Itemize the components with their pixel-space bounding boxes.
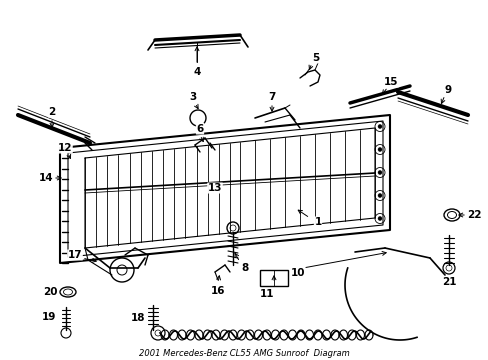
Bar bbox=[260, 270, 287, 286]
Text: 11: 11 bbox=[259, 289, 274, 299]
Text: 4: 4 bbox=[193, 67, 200, 77]
Text: 8: 8 bbox=[241, 263, 248, 273]
Text: 5: 5 bbox=[312, 53, 319, 63]
Text: 3: 3 bbox=[189, 92, 196, 102]
Text: 2001 Mercedes-Benz CL55 AMG Sunroof  Diagram: 2001 Mercedes-Benz CL55 AMG Sunroof Diag… bbox=[138, 348, 348, 357]
Text: 16: 16 bbox=[210, 286, 225, 296]
Text: 6: 6 bbox=[196, 124, 203, 134]
Text: 13: 13 bbox=[207, 183, 222, 193]
Circle shape bbox=[377, 171, 381, 175]
Text: 2: 2 bbox=[48, 107, 56, 117]
Text: 22: 22 bbox=[466, 210, 480, 220]
Circle shape bbox=[377, 216, 381, 220]
Circle shape bbox=[377, 125, 381, 129]
Text: 14: 14 bbox=[39, 173, 53, 183]
Text: 20: 20 bbox=[42, 287, 57, 297]
Text: 15: 15 bbox=[383, 77, 397, 87]
Text: 19: 19 bbox=[42, 312, 56, 322]
Text: 1: 1 bbox=[314, 217, 321, 227]
Text: 10: 10 bbox=[290, 268, 305, 278]
Text: 12: 12 bbox=[58, 143, 72, 153]
Circle shape bbox=[377, 194, 381, 198]
Circle shape bbox=[377, 148, 381, 152]
Text: 9: 9 bbox=[444, 85, 450, 95]
Text: 21: 21 bbox=[441, 277, 455, 287]
Text: 7: 7 bbox=[268, 92, 275, 102]
Text: 17: 17 bbox=[67, 250, 82, 260]
Text: 18: 18 bbox=[130, 313, 145, 323]
